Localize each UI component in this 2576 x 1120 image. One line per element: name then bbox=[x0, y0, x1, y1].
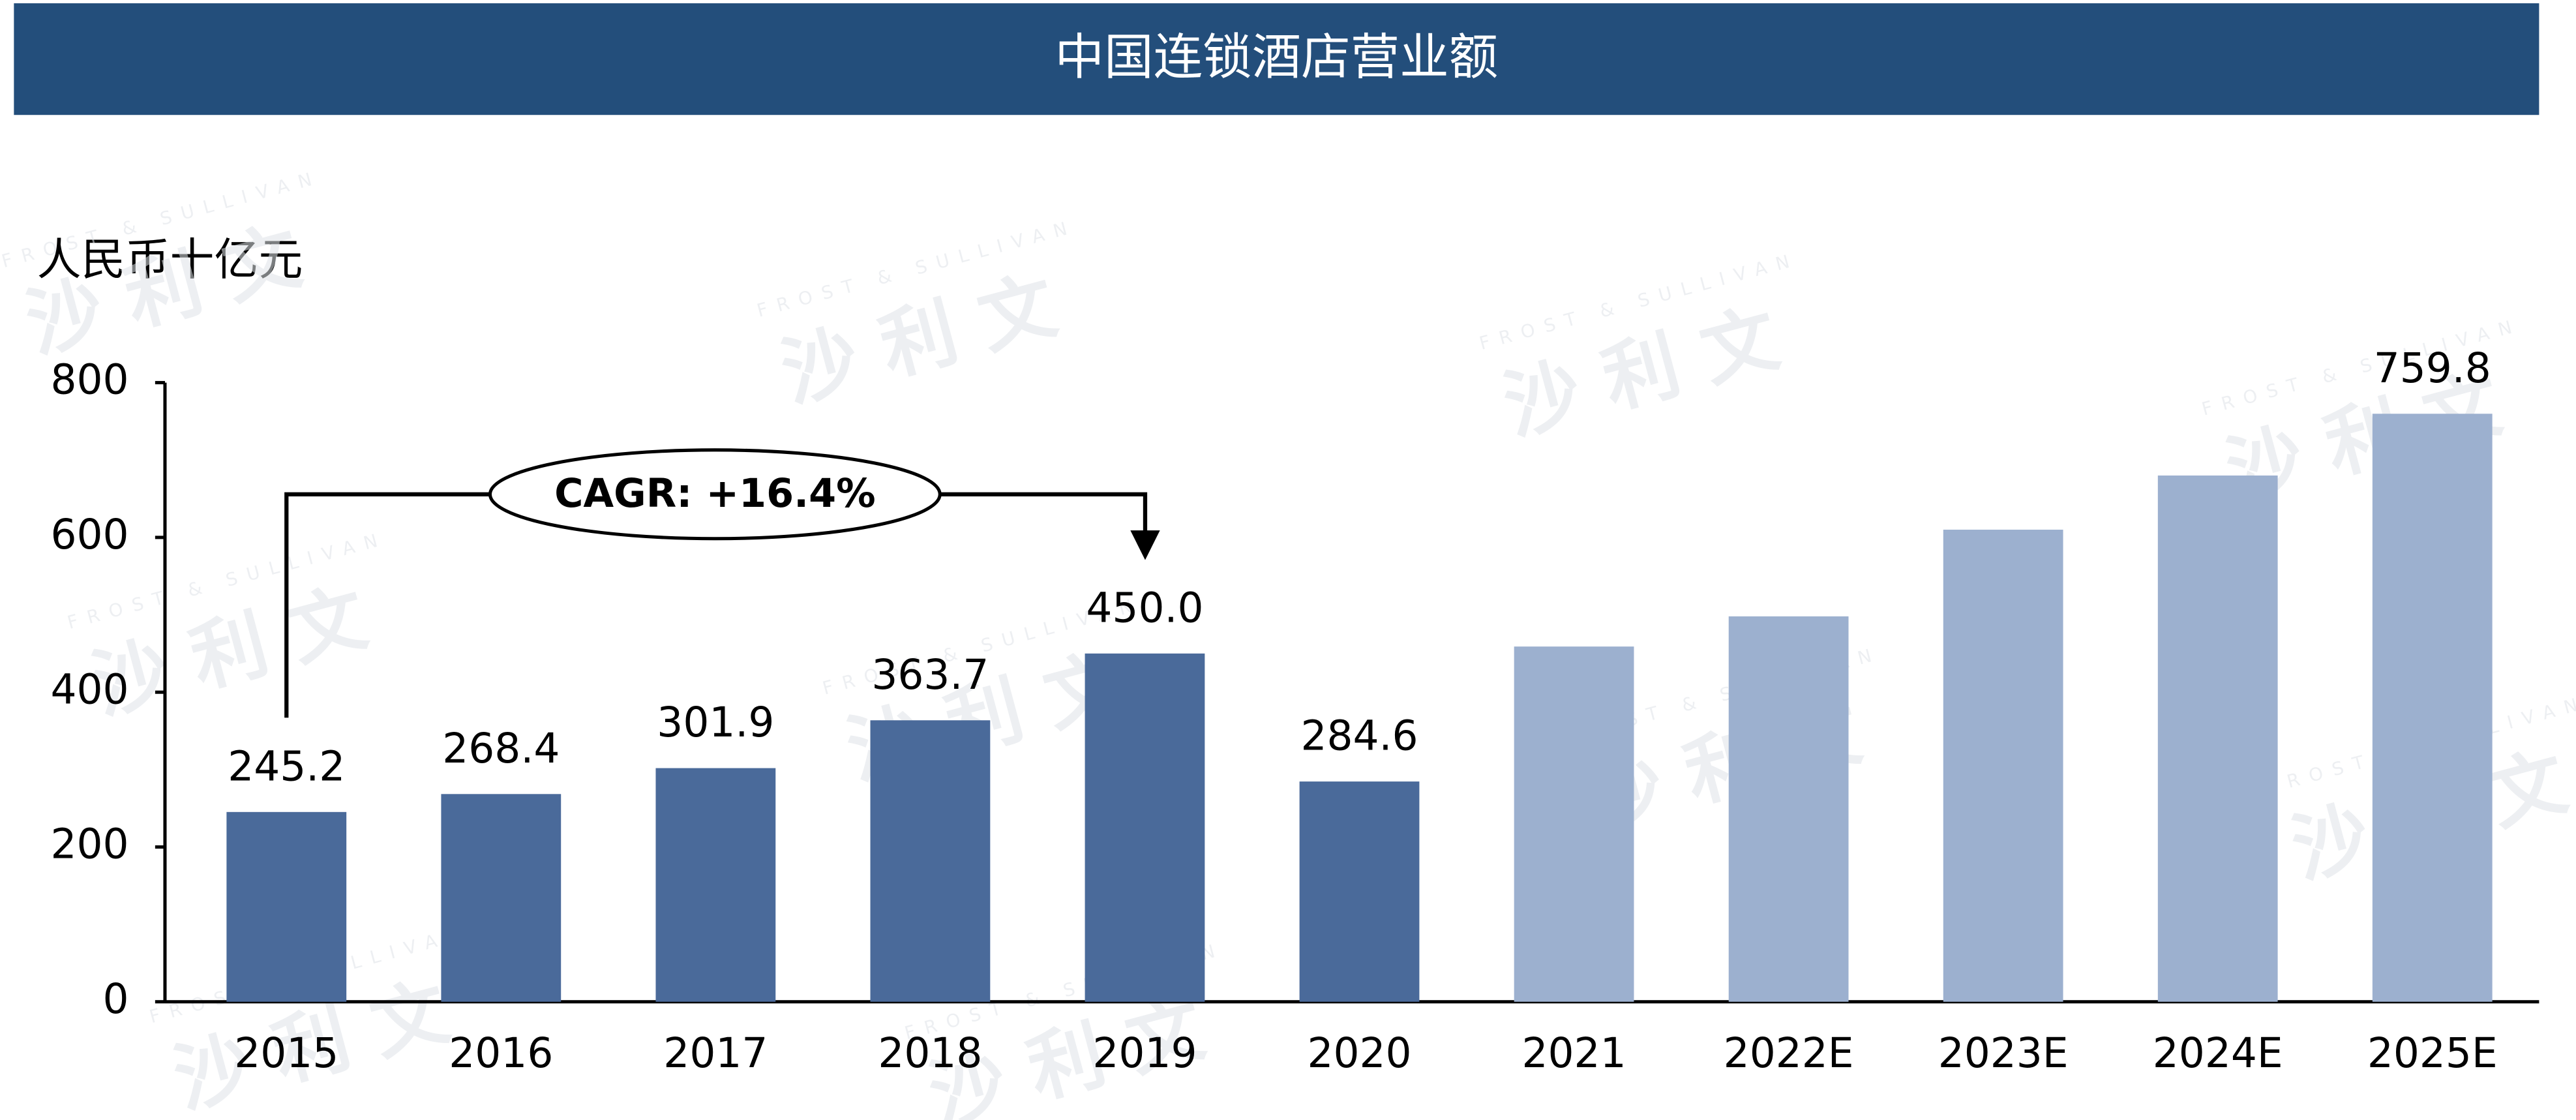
x-tick-label: 2023E bbox=[1938, 1029, 2069, 1077]
title-bar bbox=[14, 3, 2539, 115]
value-label: 245.2 bbox=[228, 742, 345, 790]
y-tick-label: 0 bbox=[103, 975, 129, 1023]
cagr-label: CAGR: +16.4% bbox=[554, 471, 876, 517]
y-tick-label: 600 bbox=[50, 511, 128, 558]
x-tick-label: 2015 bbox=[234, 1029, 338, 1077]
bar bbox=[441, 794, 562, 1002]
x-tick-label: 2022E bbox=[1724, 1029, 1854, 1077]
chart-title: 中国连锁酒店营业额 bbox=[1055, 29, 1499, 86]
x-tick-label: 2021 bbox=[1521, 1029, 1626, 1077]
value-label: 450.0 bbox=[1086, 584, 1203, 631]
bar bbox=[2372, 414, 2493, 1002]
bar bbox=[1299, 781, 1420, 1002]
x-tick-label: 2024E bbox=[2153, 1029, 2283, 1077]
cagr-ellipse bbox=[488, 448, 942, 541]
value-label: 759.8 bbox=[2374, 344, 2491, 392]
x-tick-label: 2020 bbox=[1307, 1029, 1411, 1077]
x-tick-label: 2017 bbox=[663, 1029, 768, 1077]
bar bbox=[870, 720, 991, 1002]
cagr-arrow bbox=[1130, 530, 1160, 560]
bar bbox=[1943, 530, 2063, 1002]
bar bbox=[1728, 616, 1849, 1002]
bar bbox=[1085, 653, 1205, 1002]
y-tick-label: 400 bbox=[50, 665, 128, 713]
y-tick-label: 800 bbox=[50, 356, 128, 404]
x-tick-label: 2019 bbox=[1092, 1029, 1197, 1077]
value-label: 363.7 bbox=[871, 651, 989, 699]
y-tick-label: 200 bbox=[50, 821, 128, 868]
value-label: 268.4 bbox=[442, 725, 560, 772]
bar bbox=[2157, 475, 2278, 1002]
value-label: 301.9 bbox=[657, 699, 774, 746]
bar bbox=[655, 768, 776, 1002]
x-tick-label: 2025E bbox=[2367, 1029, 2498, 1077]
cagr-annotation: CAGR: +16.4% bbox=[284, 448, 1160, 718]
x-tick-label: 2018 bbox=[878, 1029, 982, 1077]
value-label: 284.6 bbox=[1300, 712, 1418, 760]
x-tick-label: 2016 bbox=[449, 1029, 553, 1077]
bar bbox=[226, 811, 347, 1002]
y-axis-label: 人民币十亿元 bbox=[37, 234, 303, 286]
bar bbox=[1514, 646, 1634, 1002]
